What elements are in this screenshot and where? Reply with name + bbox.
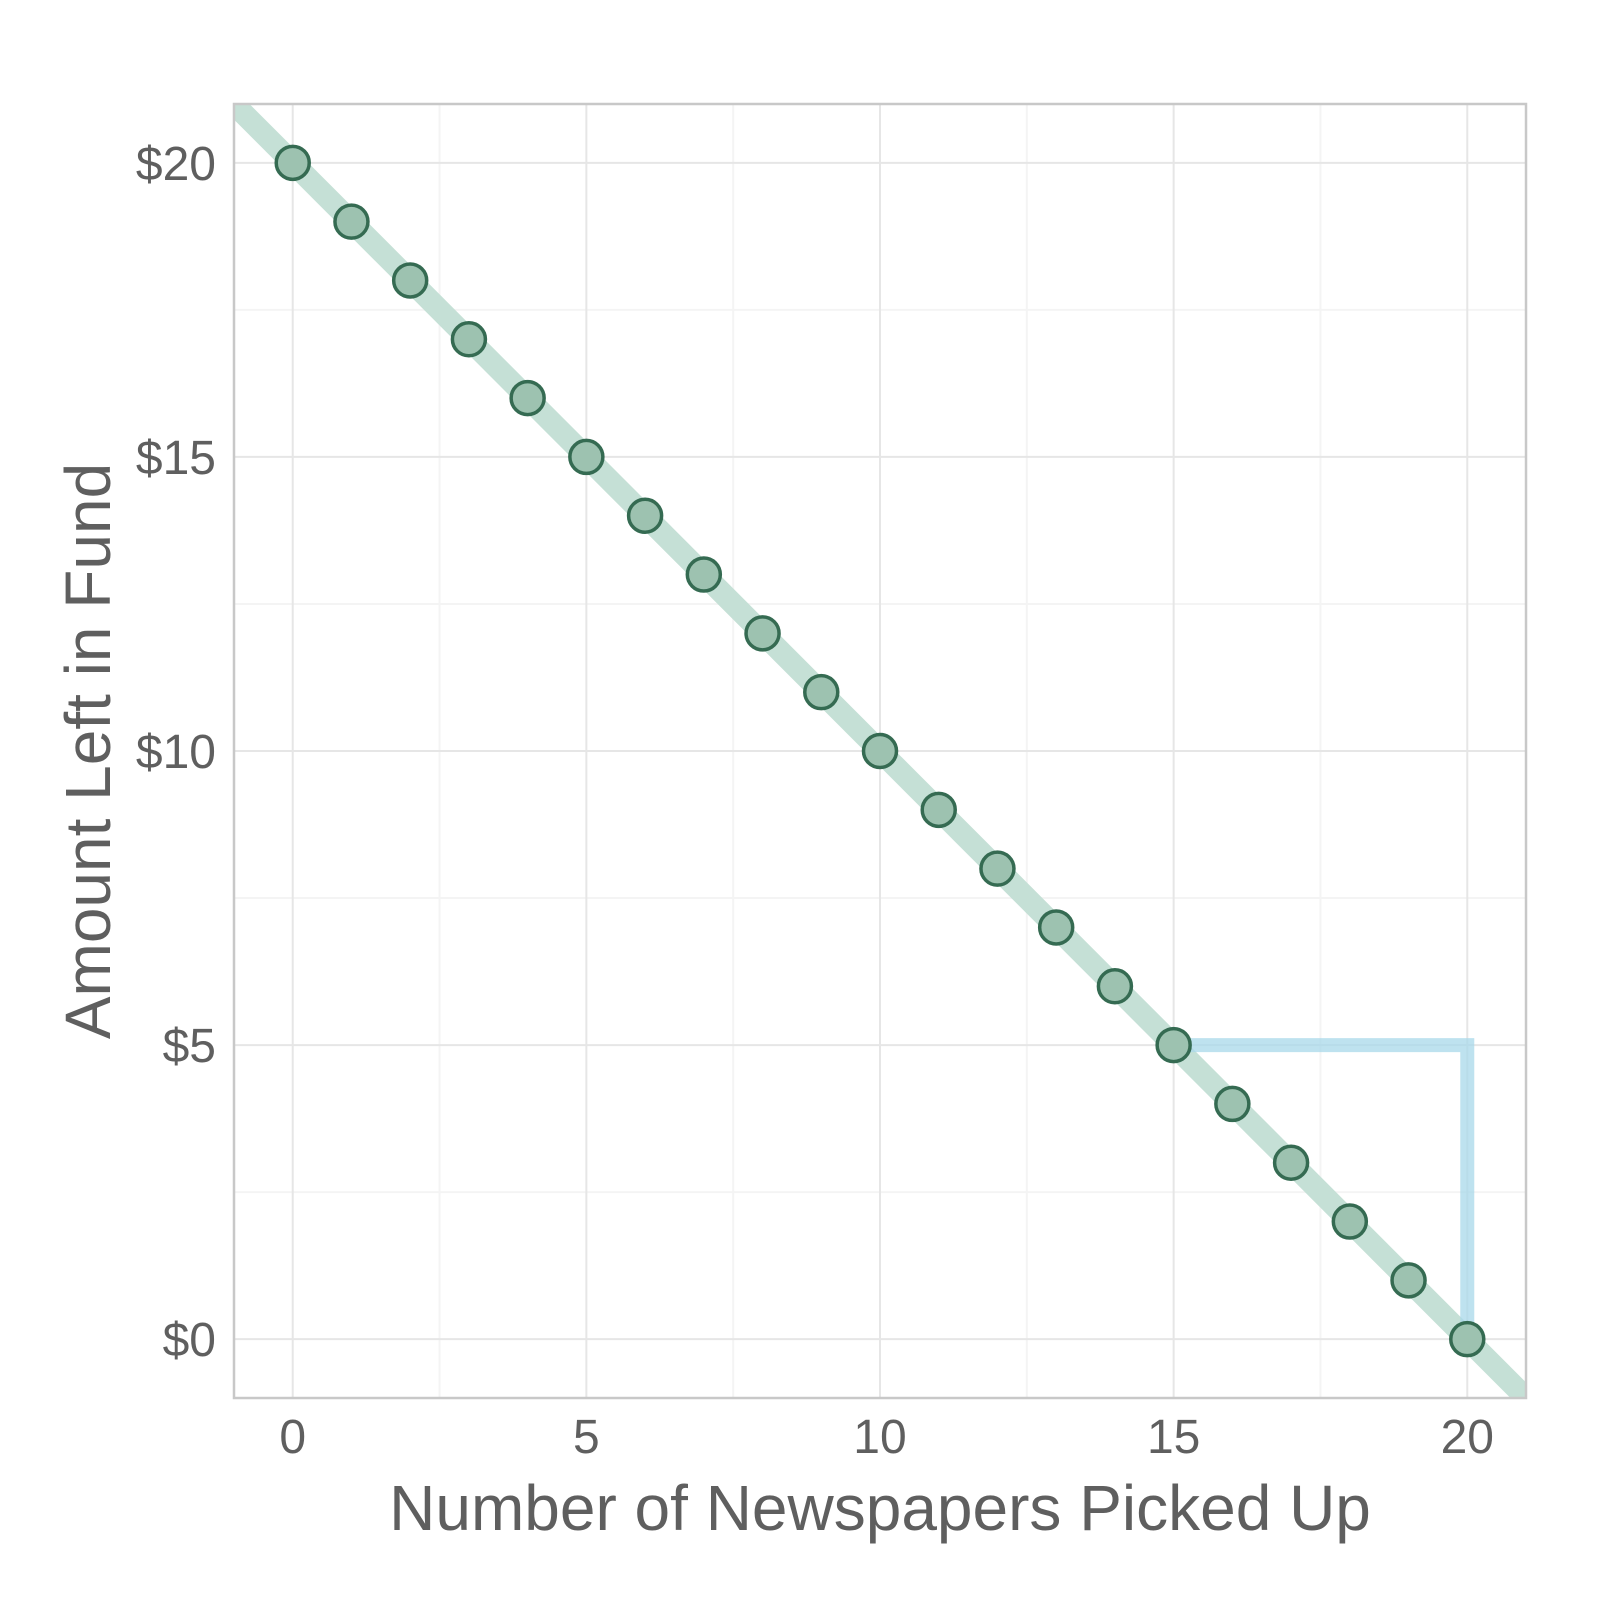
- data-point: [333, 203, 370, 240]
- x-tick-label: 20: [1441, 1411, 1494, 1464]
- y-axis-title: Amount Left in Fund: [52, 463, 124, 1039]
- data-point: [626, 497, 664, 534]
- data-point: [568, 438, 605, 476]
- panel-border: [232, 102, 1528, 1400]
- y-tick-label: $10: [136, 726, 216, 779]
- data-point: [1390, 1262, 1427, 1299]
- data-point: [274, 144, 311, 182]
- data-point: [450, 321, 488, 358]
- x-tick-label: 5: [573, 1411, 600, 1464]
- slope-triangle: [1173, 1038, 1475, 1340]
- x-tick-label: 0: [279, 1411, 306, 1464]
- data-point: [803, 673, 840, 711]
- x-tick-label: 15: [1147, 1411, 1200, 1464]
- y-tick-label: $0: [163, 1314, 216, 1367]
- data-point: [1331, 1203, 1369, 1240]
- data-point: [979, 850, 1016, 887]
- y-tick-label: $15: [136, 432, 216, 485]
- data-point: [685, 556, 723, 593]
- data-point: [1037, 909, 1075, 946]
- data-point: [861, 732, 899, 770]
- data-point: [920, 791, 957, 829]
- data-point: [509, 379, 546, 417]
- y-tick-label: $5: [163, 1020, 216, 1073]
- x-axis-title: Number of Newspapers Picked Up: [389, 1472, 1371, 1544]
- data-point: [391, 262, 429, 299]
- y-tick-label: $20: [136, 138, 216, 191]
- data-point: [1272, 1144, 1310, 1181]
- data-point: [1214, 1085, 1251, 1123]
- data-point: [1155, 1026, 1192, 1064]
- plot-marks: [234, 104, 1526, 1398]
- data-point: [744, 615, 781, 652]
- data-point: [1449, 1320, 1486, 1358]
- y-tick-labels: $0 $5 $10 $15 $20: [136, 138, 216, 1367]
- data-point: [1096, 968, 1134, 1005]
- x-tick-label: 10: [853, 1411, 906, 1464]
- x-tick-labels: 0 5 10 15 20: [279, 1411, 1494, 1464]
